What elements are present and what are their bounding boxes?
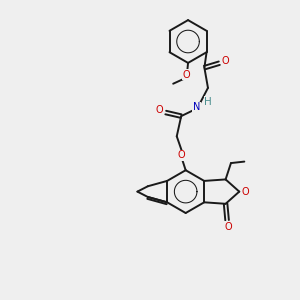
Text: O: O [178,150,186,160]
Text: O: O [225,222,232,232]
Text: O: O [221,56,229,66]
Text: H: H [204,97,212,107]
Text: N: N [193,102,200,112]
Text: O: O [183,70,190,80]
Text: O: O [242,187,250,196]
Text: O: O [155,105,163,115]
